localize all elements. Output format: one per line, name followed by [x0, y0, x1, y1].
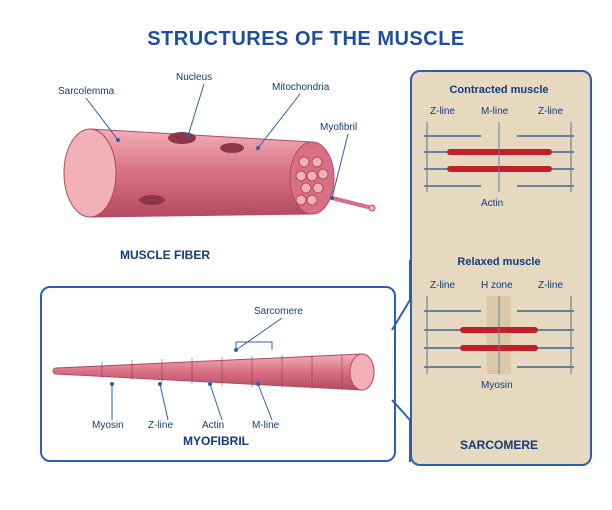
label-mitochondria: Mitochondria	[272, 82, 329, 93]
page-title: STRUCTURES OF THE MUSCLE	[0, 28, 612, 51]
sarcomere-mini	[424, 296, 574, 374]
slabel: Z-line	[538, 280, 563, 291]
slabel: Actin	[481, 198, 503, 209]
sarcomere-mini	[424, 122, 574, 192]
label-myosin: Myosin	[92, 420, 124, 431]
sarcomere-title: Relaxed muscle	[424, 256, 574, 268]
slabel: Z-line	[430, 280, 455, 291]
label-sarcomere: Sarcomere	[254, 306, 303, 317]
label-nucleus: Nucleus	[176, 72, 212, 83]
label-z-line: Z-line	[148, 420, 173, 431]
label-actin: Actin	[202, 420, 224, 431]
sarcomere-caption: SARCOMERE	[410, 438, 588, 452]
slabel: H zone	[481, 280, 513, 291]
slabel: Myosin	[481, 380, 513, 391]
slabel: M-line	[481, 106, 508, 117]
slabel: Z-line	[430, 106, 455, 117]
muscle-fiber-caption: MUSCLE FIBER	[15, 248, 315, 262]
label-myofibril: Myofibril	[320, 122, 357, 133]
myofibril-caption: MYOFIBRIL	[40, 434, 392, 448]
muscle-fiber-illustration	[62, 118, 382, 248]
label-sarcolemma: Sarcolemma	[58, 86, 114, 97]
sarcomere-title: Contracted muscle	[424, 84, 574, 96]
label-m-line: M-line	[252, 420, 279, 431]
slabel: Z-line	[538, 106, 563, 117]
